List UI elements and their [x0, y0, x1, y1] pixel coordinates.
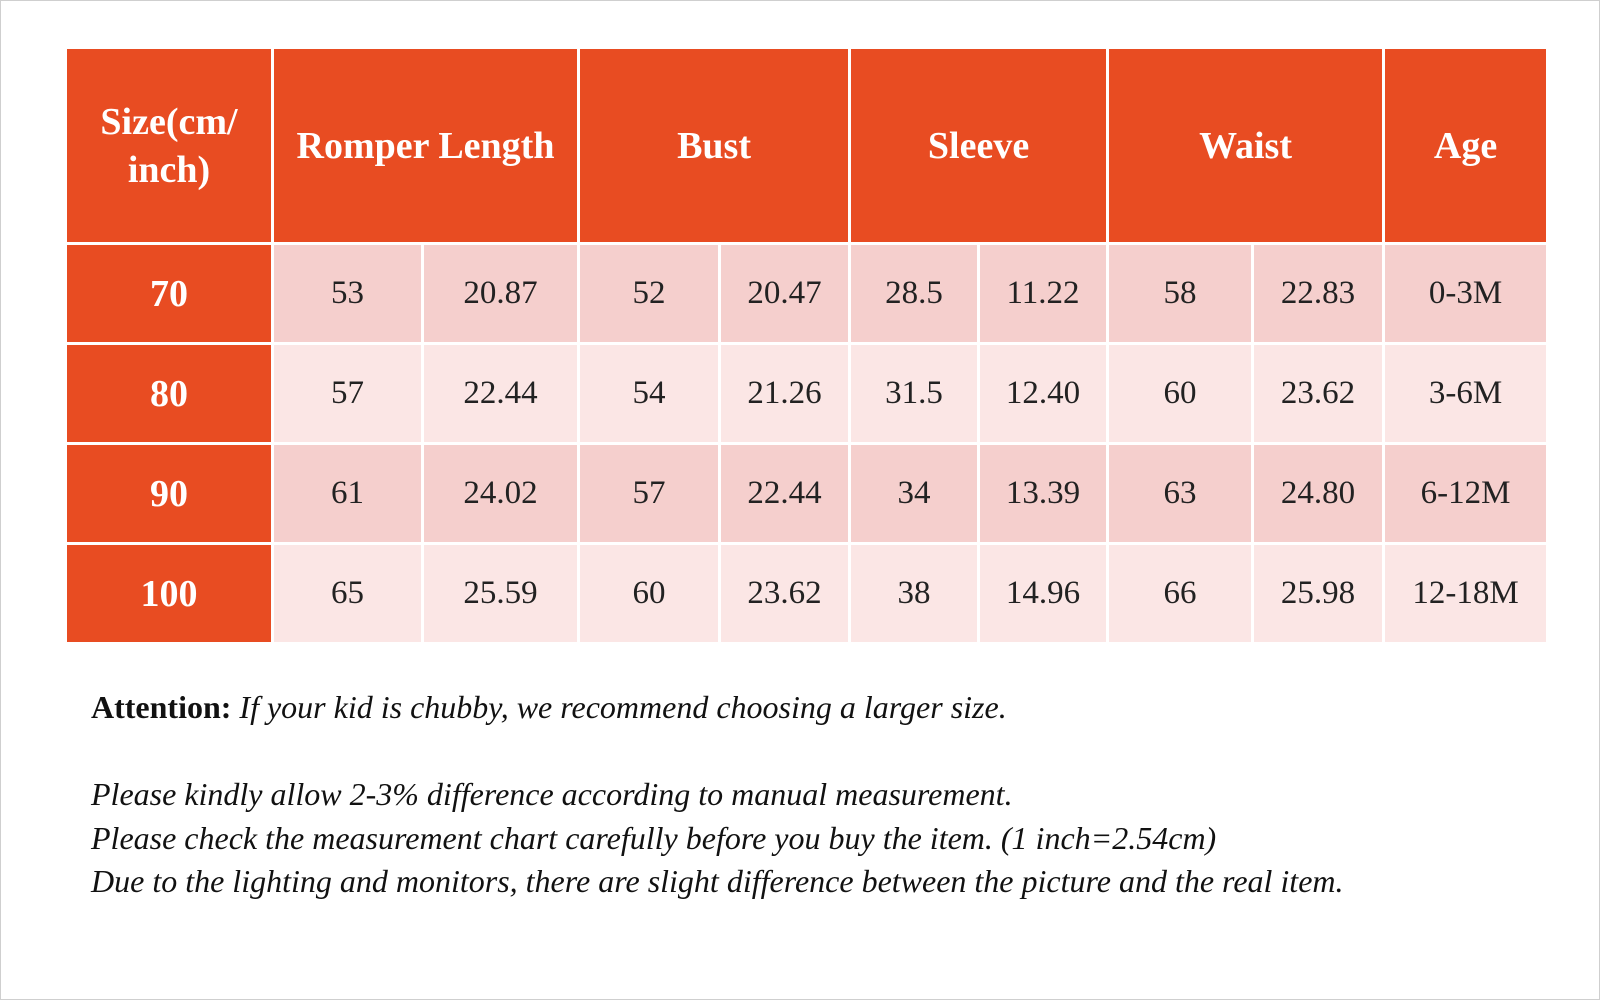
value-cell: 22.44: [420, 342, 581, 445]
attention-label: Attention:: [91, 689, 232, 725]
value-cell: 11.22: [977, 243, 1110, 345]
value-cell: 20.47: [718, 243, 852, 345]
attention-text: If your kid is chubby, we recommend choo…: [239, 689, 1007, 725]
value-cell: 23.62: [718, 542, 852, 645]
table-row: 70 53 20.87 52 20.47 28.5 11.22 58 22.83 0-3M: [64, 243, 1550, 345]
header-cell: Bust: [577, 49, 852, 245]
value-cell: 0-3M: [1382, 243, 1550, 345]
value-cell: 20.87: [420, 243, 581, 345]
value-cell: 52: [577, 243, 722, 345]
value-cell: 60: [577, 542, 722, 645]
size-cell: 80: [64, 342, 274, 445]
attention: Attention: If your kid is chubby, we rec…: [91, 689, 1007, 726]
table-row: 90 61 24.02 57 22.44 34 13.39 63 24.80 6-12M: [64, 442, 1550, 545]
header-cell: Romper Length: [270, 49, 581, 245]
header-cell: Sleeve: [848, 49, 1110, 245]
value-cell: 14.96: [977, 542, 1110, 645]
value-cell: 25.98: [1251, 542, 1386, 645]
note-text: Please kindly allow 2-3% difference acco…: [91, 776, 1013, 812]
value-cell: 54: [577, 342, 722, 445]
size-cell: 90: [64, 442, 274, 545]
value-cell: 21.26: [718, 342, 852, 445]
value-cell: 57: [271, 342, 424, 445]
value-cell: 65: [271, 542, 424, 645]
value-cell: 13.39: [977, 442, 1110, 545]
value-cell: 24.80: [1251, 442, 1386, 545]
note-line: Please check the measurement chart caref…: [91, 820, 1216, 857]
value-cell: 12.40: [977, 342, 1110, 445]
value-cell: 66: [1106, 542, 1255, 645]
value-cell: 23.62: [1251, 342, 1386, 445]
value-cell: 24.02: [420, 442, 581, 545]
table-row: 80 57 22.44 54 21.26 31.5 12.40 60 23.62 3-6M: [64, 342, 1550, 445]
header-cell: Waist: [1106, 49, 1386, 245]
note-text: Please check the measurement chart caref…: [91, 819, 1217, 856]
value-cell: 57: [577, 442, 722, 545]
value-cell: 58: [1106, 243, 1255, 345]
value-cell: 28.5: [848, 243, 981, 345]
value-cell: 31.5: [848, 342, 981, 445]
note-line: Due to the lighting and monitors, there …: [91, 863, 1344, 900]
value-cell: 25.59: [420, 542, 581, 645]
table-row: 100 65 25.59 60 23.62 38 14.96 66 25.98 12-18M: [64, 542, 1550, 645]
value-cell: 22.83: [1251, 243, 1386, 345]
header-cell: Age: [1382, 49, 1550, 245]
size-table: Size(cm/ inch) Romper Length Bust Sleeve Wai…: [64, 49, 1550, 645]
value-cell: 63: [1106, 442, 1255, 545]
header-cell: Size(cm/ inch): [64, 49, 274, 245]
size-cell: 70: [64, 243, 274, 345]
value-cell: 38: [848, 542, 981, 645]
header-row: Size(cm/ inch) Romper Length Bust Sleeve Wai…: [64, 49, 1550, 245]
value-cell: 61: [271, 442, 424, 545]
note-text: Due to the lighting and monitors, there …: [91, 863, 1344, 899]
note-line: Please kindly allow 2-3% difference acco…: [91, 776, 1013, 813]
value-cell: 22.44: [718, 442, 852, 545]
value-cell: 53: [271, 243, 424, 345]
value-cell: 12-18M: [1382, 542, 1550, 645]
value-cell: 6-12M: [1382, 442, 1550, 545]
value-cell: 60: [1106, 342, 1255, 445]
value-cell: 3-6M: [1382, 342, 1550, 445]
size-cell: 100: [64, 542, 274, 645]
value-cell: 34: [848, 442, 981, 545]
